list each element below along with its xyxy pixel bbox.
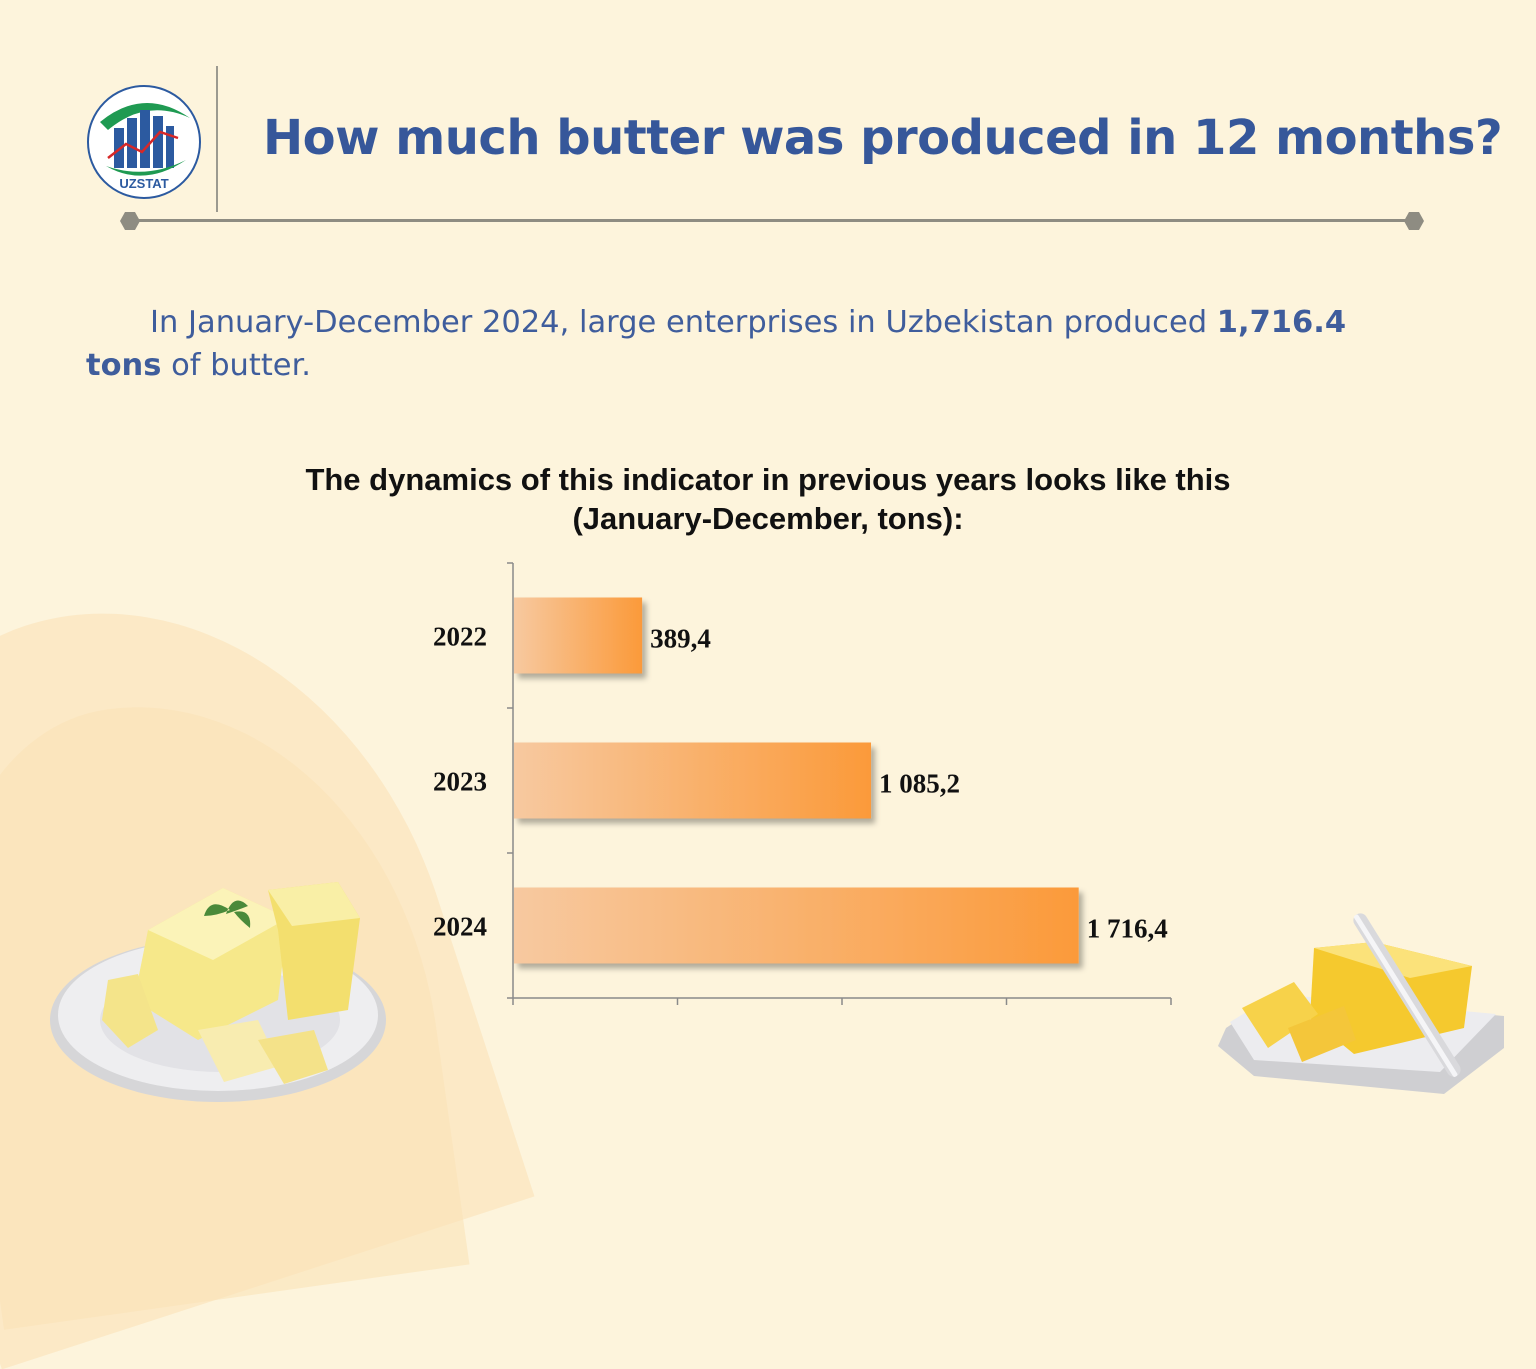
uzstat-logo-icon: UZSTAT: [87, 85, 201, 199]
value-label-2024: 1 716,4: [1087, 914, 1168, 944]
bar-2022: [514, 597, 643, 674]
chart-subtitle-line2: (January-December, tons):: [572, 501, 964, 536]
category-label-2023: 2023: [433, 767, 487, 797]
page-title: How much butter was produced in 12 month…: [263, 110, 1503, 166]
bar-2023: [514, 742, 872, 819]
butter-plate-icon: [50, 882, 386, 1102]
header-divider: [216, 66, 218, 212]
intro-highlight: 1,716.4 tons: [86, 305, 1347, 383]
intro-tail: of butter.: [161, 348, 312, 383]
chart-bars: [514, 597, 1079, 964]
intro-lead: In January-December 2024, large enterpri…: [150, 305, 1217, 340]
category-label-2022: 2022: [433, 622, 487, 652]
bar-chart: 2022 389,4 2023 1 085,2 2024 1 716,4: [433, 562, 1172, 1005]
value-label-2022: 389,4: [650, 624, 711, 654]
value-label-2023: 1 085,2: [879, 769, 960, 799]
category-label-2024: 2024: [433, 912, 487, 942]
butter-dish-knife-icon: [1218, 913, 1504, 1094]
chart-labels: 2022 389,4 2023 1 085,2 2024 1 716,4: [433, 622, 1168, 944]
rule-end-hexagon-icon: [120, 212, 140, 230]
chart-axes: [507, 562, 1172, 1005]
logo-text: UZSTAT: [119, 176, 168, 191]
bar-2024: [514, 887, 1079, 964]
header-rule: [128, 219, 1414, 222]
intro-paragraph: In January-December 2024, large enterpri…: [86, 301, 1426, 387]
chart-subtitle-line1: The dynamics of this indicator in previo…: [305, 462, 1231, 497]
chart-subtitle: The dynamics of this indicator in previo…: [218, 460, 1318, 538]
rule-end-hexagon-icon: [1404, 212, 1424, 230]
